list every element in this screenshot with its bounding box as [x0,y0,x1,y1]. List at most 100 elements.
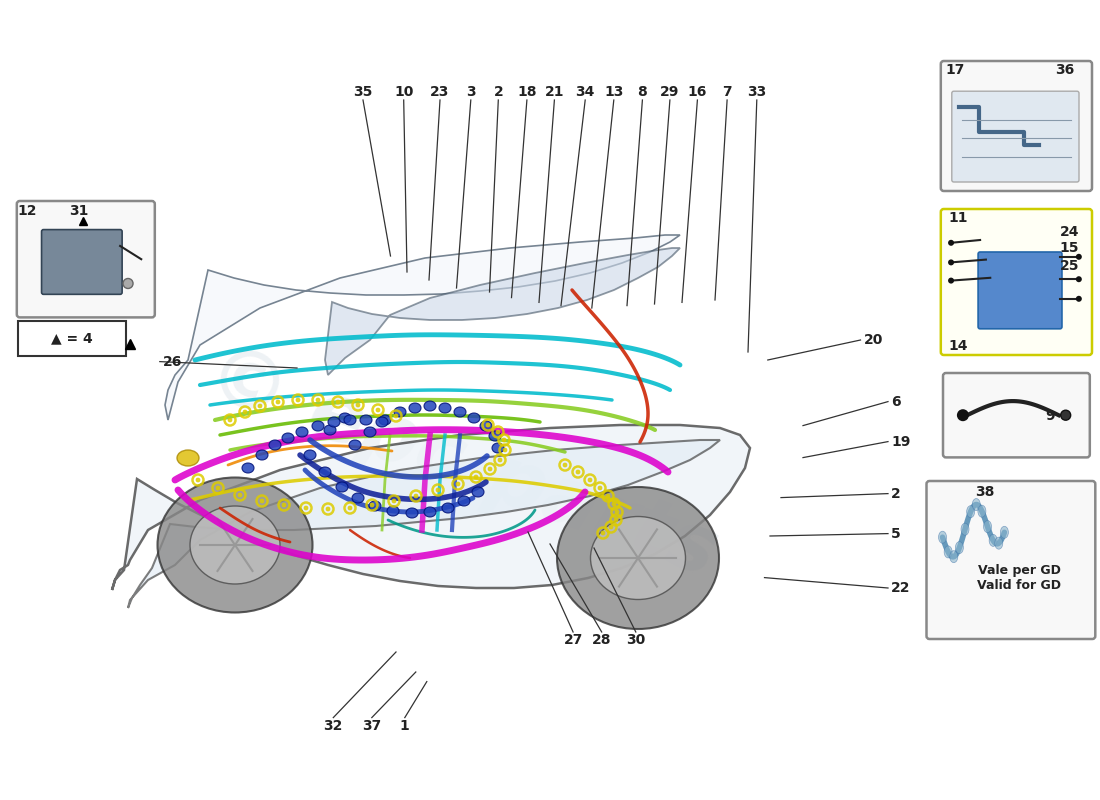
Text: 32: 32 [323,718,343,733]
Ellipse shape [424,401,436,411]
Text: Vale per GD
Valid for GD: Vale per GD Valid for GD [977,564,1062,592]
Ellipse shape [368,501,381,511]
Text: 15: 15 [1059,241,1079,255]
Circle shape [370,503,374,507]
Text: 24: 24 [1059,225,1079,239]
Text: 25: 25 [1059,258,1079,273]
Ellipse shape [177,450,199,466]
Text: 30: 30 [626,633,646,647]
Polygon shape [165,235,680,420]
Text: 38: 38 [975,485,994,499]
Text: 22: 22 [891,581,911,595]
Circle shape [576,470,580,474]
Text: 10: 10 [394,85,414,99]
Ellipse shape [336,482,348,492]
Ellipse shape [983,521,991,533]
Ellipse shape [492,443,504,453]
Text: 2: 2 [891,486,901,501]
Circle shape [614,518,618,522]
Circle shape [488,467,492,471]
Text: 1: 1 [400,718,409,733]
Text: 35: 35 [353,85,373,99]
Circle shape [196,478,200,482]
Text: 34: 34 [575,85,595,99]
Circle shape [563,463,566,467]
Circle shape [456,482,460,486]
Circle shape [243,410,248,414]
Circle shape [615,510,619,514]
Text: 33: 33 [747,85,767,99]
Circle shape [1076,276,1081,282]
Ellipse shape [409,403,421,413]
Ellipse shape [328,417,340,427]
Circle shape [588,478,592,482]
Ellipse shape [938,531,946,543]
Text: 19: 19 [891,434,911,449]
FancyBboxPatch shape [940,209,1092,355]
Ellipse shape [190,506,280,584]
FancyBboxPatch shape [978,252,1062,329]
Circle shape [376,408,380,412]
Circle shape [957,409,969,421]
Ellipse shape [394,407,406,417]
Ellipse shape [387,506,399,516]
Ellipse shape [468,413,480,423]
Ellipse shape [364,427,376,437]
Ellipse shape [458,496,470,506]
Ellipse shape [344,415,356,425]
Ellipse shape [994,537,1003,549]
Text: 29: 29 [660,85,680,99]
Ellipse shape [296,427,308,437]
Ellipse shape [256,450,268,460]
Text: 21: 21 [544,85,564,99]
FancyBboxPatch shape [16,201,155,318]
Ellipse shape [961,523,969,535]
Text: 37: 37 [362,718,382,733]
Circle shape [316,398,320,402]
Ellipse shape [989,534,997,546]
Circle shape [296,398,300,402]
Text: 13: 13 [604,85,624,99]
Circle shape [486,423,490,427]
Ellipse shape [319,467,331,477]
FancyBboxPatch shape [940,61,1092,191]
Text: 14: 14 [948,338,968,353]
Circle shape [436,488,440,492]
Circle shape [414,494,418,498]
Text: 3: 3 [466,85,475,99]
Ellipse shape [480,421,492,431]
Text: 8: 8 [638,85,647,99]
Circle shape [260,499,264,503]
Text: 23: 23 [430,85,450,99]
Ellipse shape [349,440,361,450]
Text: ▲ = 4: ▲ = 4 [52,331,92,346]
Circle shape [394,414,398,418]
Text: 27: 27 [563,633,583,647]
Ellipse shape [442,503,454,513]
Text: 26: 26 [163,354,183,369]
Circle shape [1076,296,1081,302]
Circle shape [609,525,613,529]
Circle shape [304,506,308,510]
Text: 6: 6 [891,394,901,409]
Ellipse shape [944,546,953,558]
Circle shape [601,531,605,535]
Ellipse shape [324,425,336,435]
Ellipse shape [242,463,254,473]
Text: 5: 5 [891,526,901,541]
Ellipse shape [557,487,719,629]
Circle shape [392,499,396,503]
Circle shape [948,278,954,283]
Text: 17: 17 [945,62,965,77]
Circle shape [1076,254,1081,260]
Circle shape [474,475,478,479]
Circle shape [258,404,262,408]
Ellipse shape [339,413,351,423]
Text: 18: 18 [517,85,537,99]
Circle shape [503,448,507,452]
Circle shape [216,486,220,490]
Circle shape [348,506,352,510]
Ellipse shape [406,508,418,518]
Text: 9: 9 [1046,409,1055,423]
Circle shape [598,486,602,490]
